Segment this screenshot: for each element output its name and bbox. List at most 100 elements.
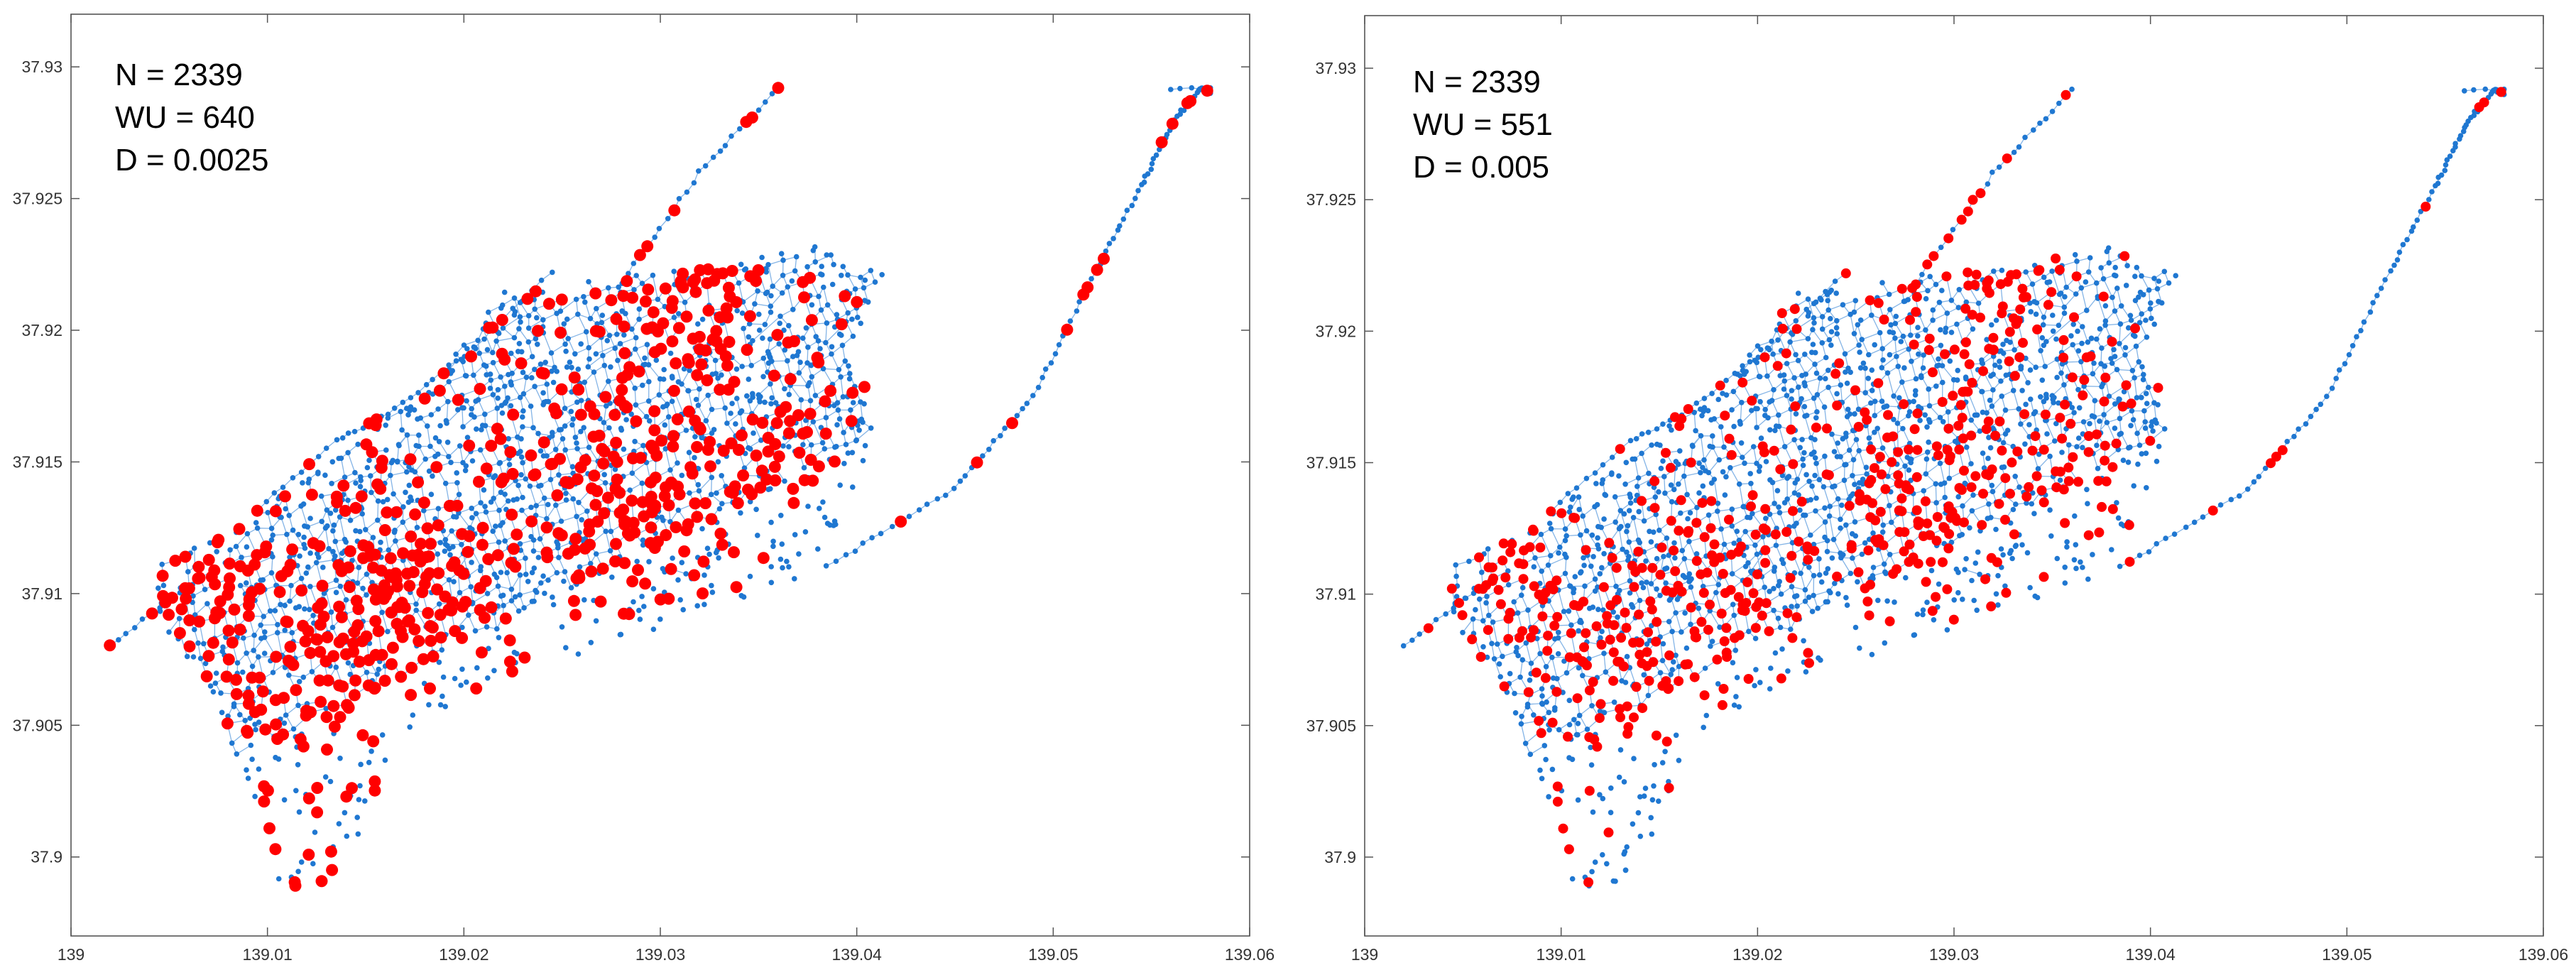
blue-node: [550, 270, 555, 276]
red-node: [322, 675, 334, 687]
blue-node: [2141, 377, 2146, 383]
blue-node: [1507, 671, 1513, 677]
blue-node: [1682, 556, 1688, 562]
blue-node: [338, 584, 344, 589]
blue-node: [299, 859, 305, 865]
blue-node: [2112, 265, 2118, 271]
blue-node: [1817, 572, 1823, 578]
blue-node: [1637, 540, 1642, 545]
blue-node: [2019, 388, 2025, 393]
blue-node: [1845, 407, 1851, 413]
blue-node: [2401, 242, 2406, 248]
blue-node: [1570, 757, 1576, 763]
blue-node: [1832, 484, 1838, 489]
blue-node: [1676, 481, 1681, 487]
blue-node: [374, 672, 380, 677]
blue-node: [1150, 161, 1155, 167]
blue-node: [1537, 768, 1543, 773]
blue-node: [1895, 420, 1901, 426]
red-node: [569, 371, 581, 383]
blue-node: [116, 637, 121, 643]
blue-node: [1813, 508, 1818, 514]
red-node: [670, 357, 682, 369]
blue-node: [1787, 339, 1793, 345]
blue-node: [1731, 424, 1737, 430]
red-node: [282, 616, 294, 628]
blue-node: [1520, 585, 1526, 591]
y-tick-label: 37.905: [13, 716, 62, 734]
blue-node: [986, 447, 992, 452]
blue-node: [1715, 508, 1720, 514]
red-node: [387, 642, 399, 654]
blue-node: [687, 490, 692, 496]
blue-node: [600, 353, 606, 359]
blue-node: [824, 415, 829, 420]
red-node: [504, 446, 516, 458]
x-tick-label: 139.03: [635, 945, 685, 964]
blue-node: [268, 609, 273, 614]
blue-node: [159, 562, 165, 567]
blue-node: [1774, 543, 1779, 548]
blue-node: [873, 279, 878, 285]
blue-node: [408, 395, 414, 401]
blue-node: [847, 371, 853, 376]
red-node: [569, 533, 582, 545]
blue-node: [276, 756, 282, 762]
red-node: [295, 584, 307, 597]
blue-node: [1571, 494, 1576, 500]
blue-node: [473, 628, 479, 634]
blue-node: [386, 548, 392, 553]
red-node: [668, 205, 680, 217]
blue-node: [255, 526, 261, 531]
red-node: [756, 464, 768, 477]
blue-node: [729, 401, 735, 406]
blue-node: [1916, 352, 1921, 357]
blue-node: [1546, 794, 1551, 800]
blue-node: [1523, 741, 1529, 746]
blue-node: [2124, 283, 2129, 288]
blue-node: [1793, 352, 1799, 358]
blue-node: [780, 443, 786, 449]
blue-node: [2027, 585, 2033, 591]
blue-node: [1623, 868, 1629, 873]
blue-node: [520, 414, 525, 420]
blue-node: [1858, 365, 1864, 371]
blue-node: [1788, 626, 1794, 632]
blue-node: [2016, 406, 2021, 412]
blue-node: [1997, 359, 2002, 364]
blue-node: [1520, 657, 1526, 663]
red-node: [351, 595, 363, 607]
blue-node: [2070, 405, 2075, 410]
red-node: [588, 469, 600, 481]
blue-node: [1680, 548, 1686, 554]
blue-node: [2101, 276, 2107, 282]
blue-node: [481, 337, 487, 342]
blue-node: [1797, 508, 1803, 513]
blue-node: [719, 473, 724, 479]
blue-node: [1679, 629, 1684, 635]
blue-node: [252, 794, 258, 800]
blue-node: [1901, 334, 1906, 339]
blue-node: [1975, 413, 1980, 418]
blue-node: [516, 326, 522, 332]
blue-node: [2022, 442, 2028, 447]
blue-node: [521, 391, 527, 397]
blue-node: [1884, 599, 1890, 604]
blue-node: [2040, 378, 2046, 383]
blue-node: [668, 351, 674, 356]
blue-node: [804, 325, 809, 331]
blue-node: [1954, 322, 1960, 327]
blue-node: [353, 480, 359, 486]
blue-node: [525, 579, 531, 584]
blue-node: [716, 459, 721, 465]
red-node: [336, 611, 348, 624]
blue-node: [797, 370, 802, 376]
blue-node: [1573, 574, 1578, 579]
red-node: [223, 581, 235, 593]
blue-node: [1990, 170, 1995, 175]
red-node: [325, 846, 337, 858]
red-node: [506, 508, 518, 521]
blue-node: [827, 523, 833, 528]
blue-node: [694, 397, 699, 403]
blue-node: [481, 487, 487, 493]
